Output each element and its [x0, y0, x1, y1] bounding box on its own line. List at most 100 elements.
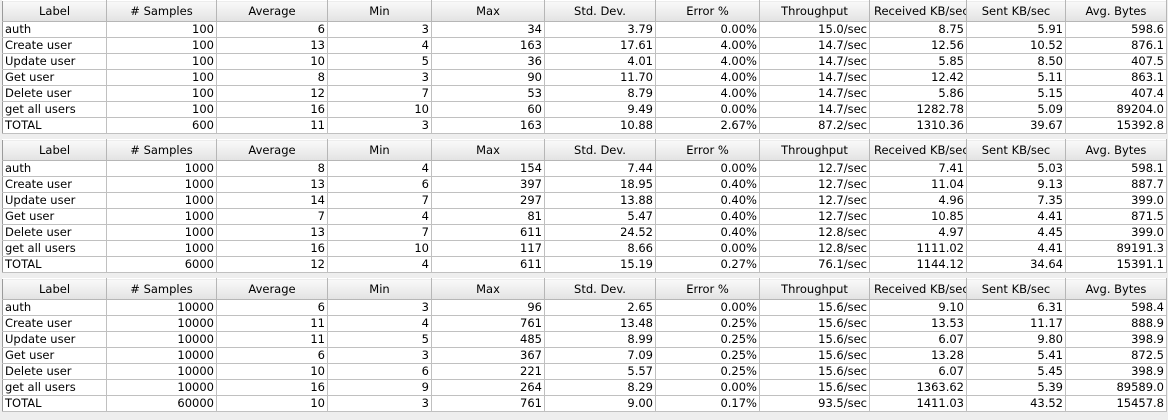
cell-std-dev: 4.01 [544, 53, 656, 70]
cell-samples: 60000 [106, 395, 217, 412]
total-row[interactable]: TOTAL 60000 10 3 761 9.00 0.17% 93.5/sec 1411.03… [2, 395, 1167, 412]
column-header-sent-kb[interactable]: Sent KB/sec [966, 139, 1066, 161]
cell-received-kb: 8.75 [869, 21, 967, 38]
column-header-throughput[interactable]: Throughput [759, 0, 870, 22]
cell-error-pct: 0.00% [655, 21, 760, 38]
table-row[interactable]: auth 1000 8 4 154 7.44 0.00% 12.7/sec 7.41 5.03 59… [2, 160, 1167, 177]
cell-throughput: 93.5/sec [759, 395, 870, 412]
table-row[interactable]: Delete user 10000 10 6 221 5.57 0.25% 15.6/sec 6… [2, 363, 1167, 380]
cell-average: 11 [216, 117, 328, 134]
table-row[interactable]: Delete user 1000 13 7 611 24.52 0.40% 12.8/sec 4… [2, 224, 1167, 241]
cell-max: 221 [431, 363, 545, 380]
column-header-label[interactable]: Label [2, 139, 107, 161]
cell-sent-kb: 7.35 [966, 192, 1066, 209]
cell-max: 397 [431, 176, 545, 193]
table-row[interactable]: Get user 100 8 3 90 11.70 4.00% 14.7/sec 12.42 5.… [2, 69, 1167, 86]
table-row[interactable]: get all users 10000 16 9 264 8.29 0.00% 15.6/se… [2, 379, 1167, 396]
cell-avg-bytes: 863.1 [1065, 69, 1167, 86]
column-header-sent-kb[interactable]: Sent KB/sec [966, 278, 1066, 300]
cell-samples: 6000 [106, 256, 217, 273]
table-row[interactable]: auth 100 6 3 34 3.79 0.00% 15.0/sec 8.75 5.91 598.… [2, 21, 1167, 38]
cell-samples: 100 [106, 37, 217, 54]
table-row[interactable]: Update user 10000 11 5 485 8.99 0.25% 15.6/sec 6… [2, 331, 1167, 348]
column-header-error-pct[interactable]: Error % [655, 0, 760, 22]
column-header-std-dev[interactable]: Std. Dev. [544, 139, 656, 161]
cell-samples: 1000 [106, 160, 217, 177]
column-header-samples[interactable]: # Samples [106, 139, 217, 161]
cell-sent-kb: 9.13 [966, 176, 1066, 193]
cell-max: 36 [431, 53, 545, 70]
column-header-std-dev[interactable]: Std. Dev. [544, 0, 656, 22]
table-row[interactable]: Update user 100 10 5 36 4.01 4.00% 14.7/sec 5.85… [2, 53, 1167, 70]
summary-report-100-samples: Label # Samples Average Min Max Std. Dev. Erro… [2, 0, 1167, 134]
cell-average: 13 [216, 37, 328, 54]
summary-report-10000-samples: Label # Samples Average Min Max Std. Dev. Erro… [2, 278, 1167, 412]
cell-received-kb: 4.97 [869, 224, 967, 241]
column-header-max[interactable]: Max [431, 139, 545, 161]
table-row[interactable]: get all users 100 16 10 60 9.49 0.00% 14.7/sec 1… [2, 101, 1167, 118]
cell-avg-bytes: 876.1 [1065, 37, 1167, 54]
table-row[interactable]: Create user 100 13 4 163 17.61 4.00% 14.7/sec 12… [2, 37, 1167, 54]
cell-throughput: 15.6/sec [759, 331, 870, 348]
total-row[interactable]: TOTAL 6000 12 4 611 15.19 0.27% 76.1/sec 1144.12… [2, 256, 1167, 273]
column-header-max[interactable]: Max [431, 278, 545, 300]
column-header-error-pct[interactable]: Error % [655, 139, 760, 161]
column-header-average[interactable]: Average [216, 0, 328, 22]
column-header-received-kb[interactable]: Received KB/sec [869, 278, 967, 300]
cell-received-kb: 12.56 [869, 37, 967, 54]
column-header-throughput[interactable]: Throughput [759, 139, 870, 161]
cell-average: 12 [216, 256, 328, 273]
column-header-received-kb[interactable]: Received KB/sec [869, 139, 967, 161]
cell-error-pct: 4.00% [655, 69, 760, 86]
cell-label: TOTAL [2, 117, 107, 134]
cell-label: get all users [2, 379, 107, 396]
cell-min: 6 [327, 363, 432, 380]
cell-label: TOTAL [2, 256, 107, 273]
cell-received-kb: 1310.36 [869, 117, 967, 134]
column-header-label[interactable]: Label [2, 278, 107, 300]
cell-throughput: 12.7/sec [759, 176, 870, 193]
column-header-avg-bytes[interactable]: Avg. Bytes [1065, 0, 1167, 22]
header-row: Label # Samples Average Min Max Std. Dev. Erro… [2, 0, 1167, 22]
column-header-samples[interactable]: # Samples [106, 278, 217, 300]
column-header-avg-bytes[interactable]: Avg. Bytes [1065, 139, 1167, 161]
cell-throughput: 14.7/sec [759, 53, 870, 70]
table-row[interactable]: auth 10000 6 3 96 2.65 0.00% 15.6/sec 9.10 6.31 59… [2, 299, 1167, 316]
cell-sent-kb: 8.50 [966, 53, 1066, 70]
cell-throughput: 14.7/sec [759, 85, 870, 102]
column-header-error-pct[interactable]: Error % [655, 278, 760, 300]
column-header-average[interactable]: Average [216, 139, 328, 161]
cell-max: 485 [431, 331, 545, 348]
cell-std-dev: 13.48 [544, 315, 656, 332]
table-row[interactable]: Create user 10000 11 4 761 13.48 0.25% 15.6/sec… [2, 315, 1167, 332]
column-header-average[interactable]: Average [216, 278, 328, 300]
table-row[interactable]: Get user 10000 6 3 367 7.09 0.25% 15.6/sec 13.28… [2, 347, 1167, 364]
table-row[interactable]: Get user 1000 7 4 81 5.47 0.40% 12.7/sec 10.85 4.… [2, 208, 1167, 225]
column-header-min[interactable]: Min [327, 278, 432, 300]
cell-sent-kb: 5.45 [966, 363, 1066, 380]
total-row[interactable]: TOTAL 600 11 3 163 10.88 2.67% 87.2/sec 1310.36 3… [2, 117, 1167, 134]
cell-min: 5 [327, 331, 432, 348]
column-header-label[interactable]: Label [2, 0, 107, 22]
table-row[interactable]: Delete user 100 12 7 53 8.79 4.00% 14.7/sec 5.86… [2, 85, 1167, 102]
table-row[interactable]: Update user 1000 14 7 297 13.88 0.40% 12.7/sec 4… [2, 192, 1167, 209]
cell-throughput: 15.6/sec [759, 379, 870, 396]
cell-received-kb: 13.28 [869, 347, 967, 364]
cell-throughput: 12.7/sec [759, 208, 870, 225]
cell-error-pct: 0.00% [655, 240, 760, 257]
column-header-received-kb[interactable]: Received KB/sec [869, 0, 967, 22]
column-header-std-dev[interactable]: Std. Dev. [544, 278, 656, 300]
cell-label: Get user [2, 347, 107, 364]
column-header-throughput[interactable]: Throughput [759, 278, 870, 300]
column-header-sent-kb[interactable]: Sent KB/sec [966, 0, 1066, 22]
cell-min: 7 [327, 224, 432, 241]
cell-sent-kb: 5.15 [966, 85, 1066, 102]
column-header-avg-bytes[interactable]: Avg. Bytes [1065, 278, 1167, 300]
table-row[interactable]: get all users 1000 16 10 117 8.66 0.00% 12.8/se… [2, 240, 1167, 257]
column-header-samples[interactable]: # Samples [106, 0, 217, 22]
column-header-min[interactable]: Min [327, 0, 432, 22]
column-header-max[interactable]: Max [431, 0, 545, 22]
table-row[interactable]: Create user 1000 13 6 397 18.95 0.40% 12.7/sec 1… [2, 176, 1167, 193]
column-header-min[interactable]: Min [327, 139, 432, 161]
cell-received-kb: 4.96 [869, 192, 967, 209]
